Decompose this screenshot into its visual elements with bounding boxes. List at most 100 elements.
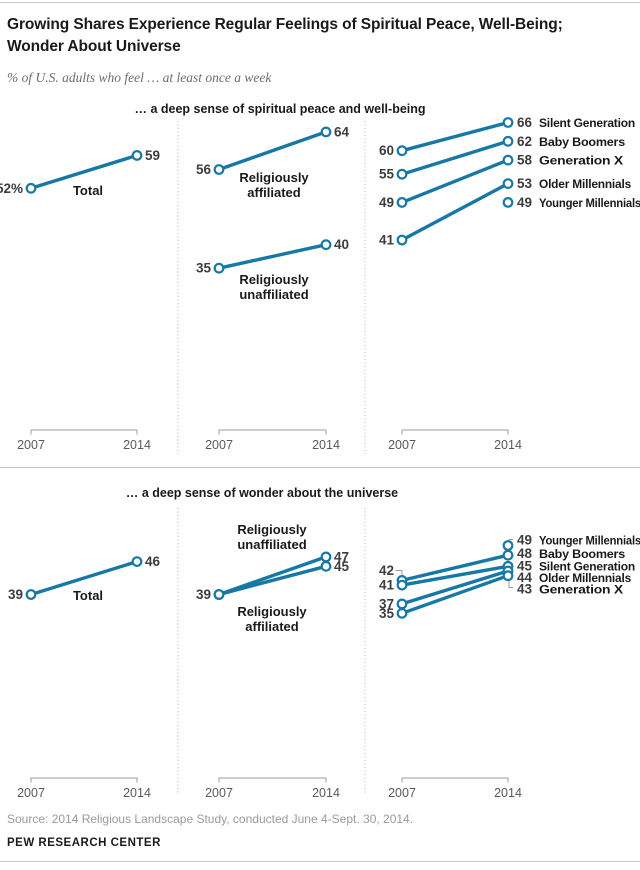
series-label: Religiously bbox=[237, 522, 307, 537]
value-label: 43 bbox=[517, 582, 533, 597]
data-point bbox=[213, 589, 225, 600]
axis-bracket bbox=[218, 429, 327, 435]
axis-bracket bbox=[218, 777, 327, 783]
year-label: 2014 bbox=[494, 438, 522, 452]
series-label: Total bbox=[73, 183, 103, 198]
slope-line bbox=[401, 182, 509, 242]
bottom-rule bbox=[0, 861, 640, 862]
value-label: 66 bbox=[517, 115, 533, 130]
year-label: 2007 bbox=[17, 786, 45, 800]
data-point bbox=[320, 126, 332, 138]
value-label: 56 bbox=[196, 162, 212, 177]
year-label: 2014 bbox=[123, 438, 151, 452]
year-label: 2007 bbox=[388, 786, 416, 800]
value-label: 49 bbox=[517, 533, 532, 548]
data-point bbox=[25, 182, 37, 194]
value-label: 49 bbox=[517, 195, 532, 210]
value-label: 48 bbox=[517, 546, 533, 561]
data-point bbox=[396, 196, 408, 208]
value-label: 49 bbox=[379, 195, 394, 210]
slope-line bbox=[401, 553, 509, 583]
data-point bbox=[213, 164, 225, 175]
data-point bbox=[320, 560, 332, 572]
slope-line bbox=[401, 158, 509, 204]
generation-label: Generation X bbox=[539, 583, 623, 597]
data-point bbox=[320, 551, 332, 563]
generation-label: Generation X bbox=[539, 154, 623, 168]
axis-bracket bbox=[401, 429, 509, 435]
generation-label: Silent Generation bbox=[539, 560, 635, 574]
value-label: 35 bbox=[379, 606, 395, 621]
value-label: 42 bbox=[379, 563, 394, 578]
value-label: 45 bbox=[334, 559, 350, 574]
data-point bbox=[502, 570, 514, 582]
generation-label: Younger Millennials bbox=[539, 196, 640, 210]
value-label: 41 bbox=[379, 578, 395, 593]
data-point bbox=[502, 549, 514, 561]
axis-bracket bbox=[401, 777, 509, 783]
data-point bbox=[396, 579, 408, 591]
value-label: 40 bbox=[334, 237, 349, 252]
series-label: affiliated bbox=[245, 619, 299, 634]
slope-line bbox=[401, 120, 509, 153]
series-label: Religiously bbox=[237, 604, 307, 619]
section-title: … a deep sense of wonder about the unive… bbox=[126, 486, 398, 500]
generation-label: Older Millennials bbox=[539, 177, 632, 191]
year-label: 2014 bbox=[494, 786, 522, 800]
section-divider bbox=[0, 467, 640, 468]
value-label: 47 bbox=[334, 549, 349, 564]
data-point bbox=[131, 556, 143, 567]
leader-line bbox=[508, 579, 513, 588]
year-label: 2007 bbox=[205, 438, 233, 452]
chart-title: Growing Shares Experience Regular Feelin… bbox=[7, 14, 627, 58]
value-label: 58 bbox=[517, 153, 533, 168]
value-label: 41 bbox=[379, 233, 395, 248]
chart-title-line1: Growing Shares Experience Regular Feelin… bbox=[7, 16, 563, 33]
data-point bbox=[396, 145, 408, 157]
slope-line bbox=[30, 153, 138, 190]
series-label: unaffiliated bbox=[237, 537, 306, 552]
value-label: 44 bbox=[517, 570, 533, 585]
slope-line bbox=[30, 559, 138, 597]
value-label: 59 bbox=[145, 148, 160, 163]
slopegraph-spiritual-peace: … a deep sense of spiritual peace and we… bbox=[0, 102, 640, 454]
value-label: 37 bbox=[379, 596, 394, 611]
chart-title-line2: Wonder About Universe bbox=[7, 38, 181, 55]
value-label: 62 bbox=[517, 134, 532, 149]
generation-label: Younger Millennials bbox=[539, 534, 640, 548]
data-point bbox=[320, 239, 332, 251]
source-note: Source: 2014 Religious Landscape Study, … bbox=[7, 812, 414, 826]
slope-line bbox=[401, 564, 509, 587]
slope-line bbox=[401, 569, 509, 606]
data-point bbox=[502, 135, 514, 147]
generation-label: Silent Generation bbox=[539, 116, 635, 130]
top-rule bbox=[0, 2, 640, 3]
series-label: Religiously bbox=[239, 272, 309, 287]
year-label: 2007 bbox=[205, 786, 233, 800]
value-label: 52% bbox=[0, 181, 23, 196]
value-label: 35 bbox=[196, 261, 212, 276]
brand-label: PEW RESEARCH CENTER bbox=[7, 837, 161, 849]
value-label: 39 bbox=[196, 587, 211, 602]
data-point bbox=[502, 178, 514, 189]
year-label: 2007 bbox=[388, 438, 416, 452]
leader-line bbox=[395, 570, 403, 576]
series-label: Religiously bbox=[239, 170, 309, 185]
data-point bbox=[213, 262, 225, 274]
axis-bracket bbox=[30, 429, 138, 435]
generation-label: Baby Boomers bbox=[539, 547, 626, 561]
slopegraph-wonder-universe: … a deep sense of wonder about the unive… bbox=[8, 486, 640, 800]
generation-label: Older Millennials bbox=[539, 571, 632, 585]
value-label: 46 bbox=[145, 554, 161, 569]
data-point bbox=[396, 234, 408, 246]
slope-line bbox=[401, 574, 509, 615]
year-label: 2014 bbox=[123, 786, 151, 800]
year-label: 2014 bbox=[312, 438, 340, 452]
value-label: 39 bbox=[8, 587, 23, 602]
series-label: unaffiliated bbox=[239, 287, 308, 302]
data-point bbox=[502, 154, 514, 166]
year-label: 2014 bbox=[312, 786, 340, 800]
year-label: 2007 bbox=[17, 438, 45, 452]
value-label: 45 bbox=[517, 559, 533, 574]
